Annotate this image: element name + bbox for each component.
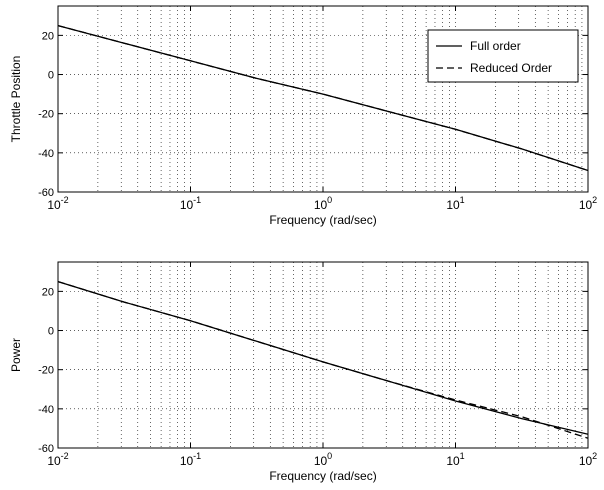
- y-axis-label: Throttle Position: [9, 56, 23, 143]
- legend-label: Reduced Order: [470, 61, 552, 75]
- x-tick-label: 10-1: [180, 451, 201, 468]
- x-tick-label: 10-2: [47, 195, 68, 212]
- y-tick-label: 20: [42, 286, 54, 298]
- series-line-full-order: [57, 280, 589, 435]
- y-tick-label: -20: [38, 109, 54, 121]
- x-tick-label: 101: [446, 451, 464, 468]
- y-tick-label: 0: [48, 326, 54, 338]
- y-tick-label: -60: [38, 443, 54, 455]
- y-tick-label: 0: [48, 70, 54, 82]
- y-tick-label: 20: [42, 30, 54, 42]
- y-tick-label: -40: [38, 148, 54, 160]
- x-tick-label: 102: [579, 451, 597, 468]
- x-tick-label: 10-2: [47, 451, 68, 468]
- chart-panel-1: -60 -40 -20 0 20 10-2 10-1 100 101 102 Frequency (…: [9, 5, 597, 227]
- x-axis-label: Frequency (rad/sec): [269, 469, 376, 483]
- y-tick-label: -40: [38, 404, 54, 416]
- grid: [58, 262, 588, 448]
- legend: Full order Reduced Order: [427, 29, 579, 83]
- legend-label: Full order: [470, 39, 521, 53]
- y-axis-label: Power: [9, 338, 23, 372]
- x-tick-label: 101: [446, 195, 464, 212]
- x-tick-label: 100: [314, 195, 332, 212]
- chart-panel-2: -60 -40 -20 0 20 10-2 10-1 100 101 102 Frequency (…: [9, 261, 597, 483]
- legend-box: [427, 29, 579, 83]
- x-axis-label: Frequency (rad/sec): [269, 213, 376, 227]
- y-tick-label: -20: [38, 365, 54, 377]
- x-tick-label: 100: [314, 451, 332, 468]
- x-tick-label: 10-1: [180, 195, 201, 212]
- grid: [58, 6, 588, 192]
- series-line-reduced-order: [57, 24, 589, 172]
- series-line-reduced-order: [57, 280, 589, 439]
- x-tick-label: 102: [579, 195, 597, 212]
- y-tick-label: -60: [38, 187, 54, 199]
